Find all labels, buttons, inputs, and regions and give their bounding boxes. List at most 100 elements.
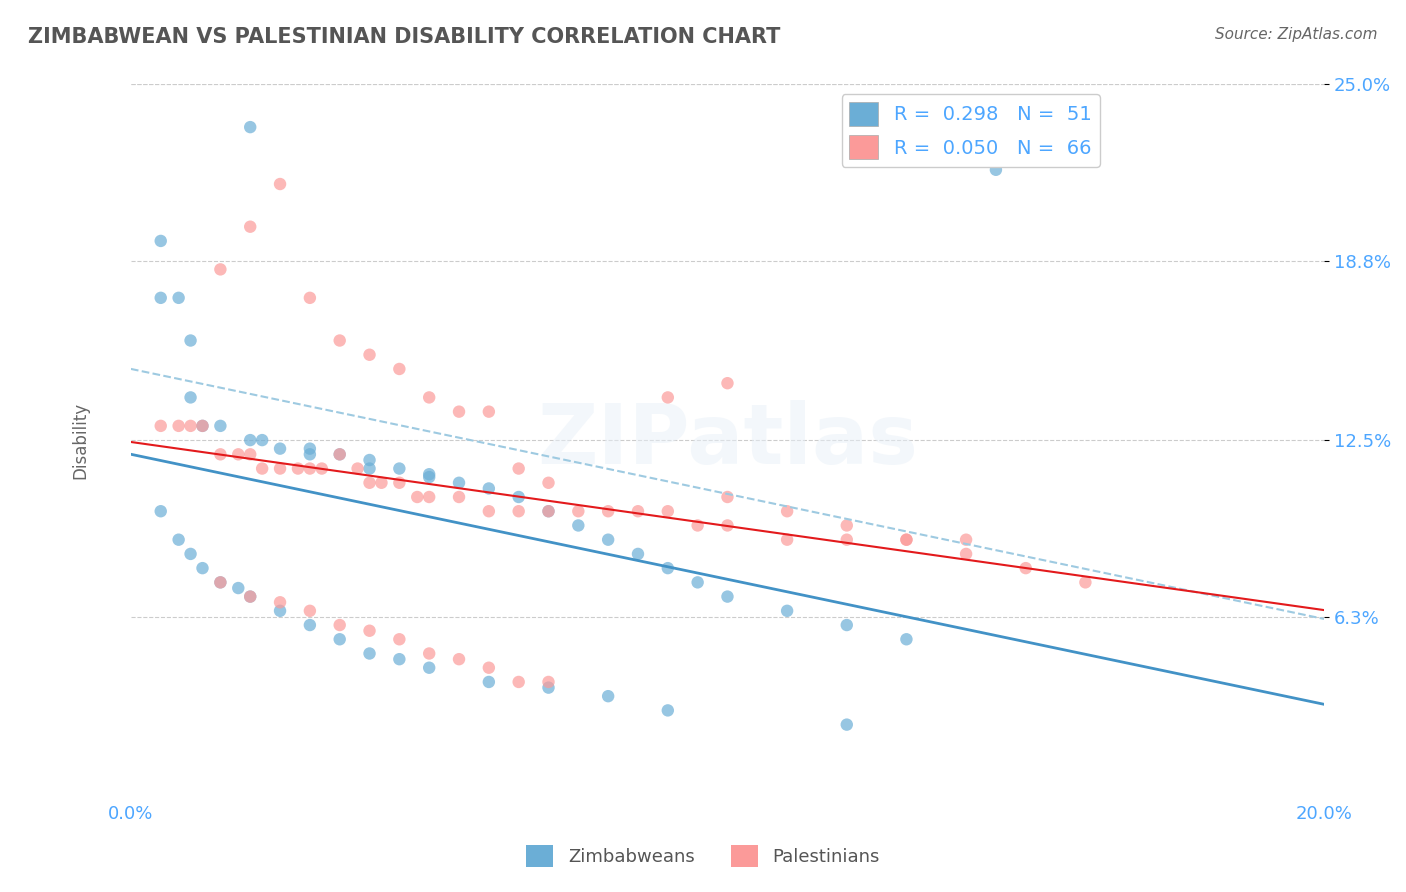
Point <box>537 504 560 518</box>
Point <box>329 632 352 647</box>
Point <box>329 447 352 461</box>
Point <box>657 504 679 518</box>
Point <box>447 404 470 418</box>
Point <box>406 490 429 504</box>
Point <box>287 461 309 475</box>
Point <box>209 575 232 590</box>
Point <box>508 504 530 518</box>
Point <box>447 490 470 504</box>
Point <box>191 418 214 433</box>
Point <box>896 632 918 647</box>
Point <box>191 418 214 433</box>
Point <box>388 632 411 647</box>
Point <box>359 461 381 475</box>
Point <box>835 618 858 632</box>
Point <box>149 291 172 305</box>
Point <box>180 547 202 561</box>
Point <box>149 418 172 433</box>
Point <box>269 604 291 618</box>
Point <box>537 475 560 490</box>
Point <box>329 618 352 632</box>
Point <box>1074 575 1097 590</box>
Point <box>508 461 530 475</box>
Point <box>346 461 368 475</box>
Point <box>418 391 440 405</box>
Point <box>209 262 232 277</box>
Point <box>239 590 262 604</box>
Point <box>835 518 858 533</box>
Point <box>359 453 381 467</box>
Point <box>478 661 501 675</box>
Point <box>388 461 411 475</box>
Point <box>239 219 262 234</box>
Point <box>955 533 977 547</box>
Point <box>478 404 501 418</box>
Point <box>418 490 440 504</box>
Point <box>298 461 321 475</box>
Point <box>537 675 560 690</box>
Point <box>776 604 799 618</box>
Point <box>388 475 411 490</box>
Point <box>598 533 620 547</box>
Point <box>598 504 620 518</box>
Point <box>269 461 291 475</box>
Point <box>537 681 560 695</box>
Point <box>180 391 202 405</box>
Point <box>298 447 321 461</box>
Point <box>239 447 262 461</box>
Point <box>716 376 738 391</box>
Point <box>955 547 977 561</box>
Point <box>209 418 232 433</box>
Point <box>478 675 501 690</box>
Point <box>226 447 249 461</box>
Point <box>167 418 190 433</box>
Point <box>250 433 273 447</box>
Point <box>1015 561 1038 575</box>
Point <box>226 581 249 595</box>
Point <box>716 590 738 604</box>
Point <box>359 647 381 661</box>
Point <box>716 490 738 504</box>
Point <box>478 504 501 518</box>
Point <box>896 533 918 547</box>
Point <box>657 561 679 575</box>
Point <box>359 348 381 362</box>
Point <box>370 475 392 490</box>
Point <box>269 177 291 191</box>
Point <box>776 533 799 547</box>
Point <box>716 518 738 533</box>
Point <box>418 467 440 482</box>
Point <box>311 461 333 475</box>
Point <box>567 504 589 518</box>
Point <box>418 661 440 675</box>
Point <box>627 547 650 561</box>
Point <box>896 533 918 547</box>
Point <box>686 518 709 533</box>
Point <box>776 504 799 518</box>
Point <box>239 433 262 447</box>
Point <box>329 334 352 348</box>
Text: ZIPatlas: ZIPatlas <box>537 400 918 481</box>
Point <box>359 624 381 638</box>
Point <box>447 652 470 666</box>
Point <box>239 590 262 604</box>
Point <box>329 447 352 461</box>
Text: Source: ZipAtlas.com: Source: ZipAtlas.com <box>1215 27 1378 42</box>
Point <box>508 675 530 690</box>
Point <box>835 717 858 731</box>
Point <box>149 234 172 248</box>
Point <box>298 442 321 456</box>
Point <box>418 647 440 661</box>
Point <box>269 442 291 456</box>
Point <box>149 504 172 518</box>
Point <box>298 291 321 305</box>
Point <box>298 618 321 632</box>
Point <box>418 470 440 484</box>
Point <box>191 561 214 575</box>
Point <box>209 447 232 461</box>
Point <box>657 391 679 405</box>
Point <box>298 604 321 618</box>
Point <box>567 518 589 533</box>
Point <box>167 533 190 547</box>
Point <box>269 595 291 609</box>
